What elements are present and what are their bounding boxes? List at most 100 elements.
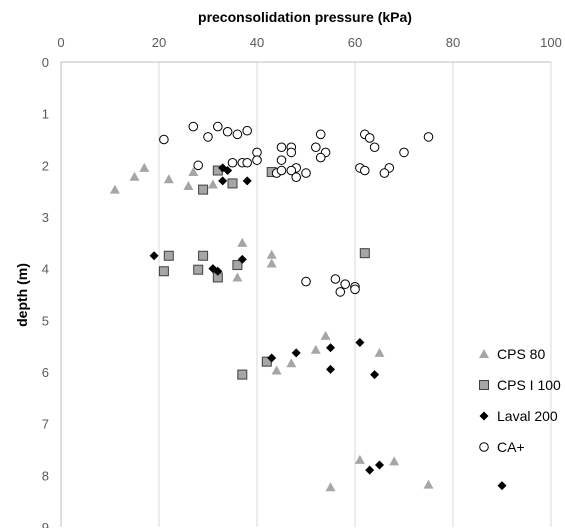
point-cps-80 xyxy=(320,330,331,340)
y-tick-label: 7 xyxy=(42,417,49,432)
point-cps-i-100 xyxy=(232,260,243,271)
point-laval-200 xyxy=(291,348,301,358)
x-tick-label: 60 xyxy=(348,35,362,50)
point-ca xyxy=(188,121,199,132)
point-ca xyxy=(315,129,326,140)
x-tick-labels: 0 20 40 60 80 100 xyxy=(57,35,561,50)
data-points xyxy=(109,121,507,492)
point-ca xyxy=(276,155,287,165)
point-ca xyxy=(276,142,287,153)
legend-marker-ca xyxy=(479,442,489,452)
point-ca xyxy=(335,287,346,297)
point-ca xyxy=(360,165,370,176)
point-laval-200 xyxy=(326,343,335,353)
point-laval-200 xyxy=(237,254,247,264)
y-tick-label: 9 xyxy=(42,520,49,528)
point-laval-200 xyxy=(370,370,380,380)
point-laval-200 xyxy=(355,338,365,348)
point-laval-200 xyxy=(149,251,159,261)
point-ca xyxy=(242,125,252,136)
point-cps-80 xyxy=(183,181,194,190)
x-tick-label: 80 xyxy=(446,35,460,50)
point-cps-80 xyxy=(389,456,400,466)
legend-label-cps-80: CPS 80 xyxy=(497,346,545,362)
point-cps-80 xyxy=(325,482,336,492)
point-cps-80 xyxy=(266,249,277,259)
point-laval-200 xyxy=(218,176,228,186)
point-ca xyxy=(286,147,297,158)
point-ca xyxy=(227,157,238,168)
point-laval-200 xyxy=(213,266,223,276)
point-laval-200 xyxy=(375,460,384,470)
point-cps-80 xyxy=(423,479,434,489)
point-cps-i-100 xyxy=(158,266,169,277)
point-cps-80 xyxy=(129,171,140,181)
x-tick-label: 100 xyxy=(540,35,562,50)
point-laval-200 xyxy=(497,481,507,491)
point-ca xyxy=(364,133,375,143)
point-ca xyxy=(311,142,321,153)
point-ca xyxy=(379,168,390,178)
series-cps-80 xyxy=(109,162,434,492)
point-cps-i-100 xyxy=(227,178,238,189)
point-laval-200 xyxy=(223,166,233,175)
point-cps-80 xyxy=(232,272,243,282)
legend: CPS 80 CPS I 100 Laval 200 CA+ xyxy=(479,346,561,455)
x-tick-label: 40 xyxy=(250,35,264,50)
legend-label-cps-i-100: CPS I 100 xyxy=(497,377,561,393)
point-ca xyxy=(286,165,297,176)
point-laval-200 xyxy=(326,364,335,374)
y-tick-labels: 0 1 2 3 4 5 6 7 8 9 xyxy=(42,55,49,528)
x-axis-title: preconsolidation pressure (kPa) xyxy=(198,9,412,25)
point-ca xyxy=(350,284,360,295)
series-cps-i-100 xyxy=(158,165,370,380)
point-cps-i-100 xyxy=(163,250,174,261)
point-cps-80 xyxy=(266,258,277,268)
point-ca xyxy=(315,152,326,163)
legend-label-laval-200: Laval 200 xyxy=(497,408,558,424)
point-cps-i-100 xyxy=(237,369,248,380)
series-ca xyxy=(159,121,434,297)
point-ca xyxy=(252,155,262,165)
point-ca xyxy=(291,172,302,183)
point-cps-80 xyxy=(237,237,248,247)
point-ca xyxy=(232,129,243,140)
point-cps-i-100 xyxy=(359,248,370,259)
point-ca xyxy=(423,132,434,142)
point-cps-i-100 xyxy=(193,264,204,275)
point-cps-i-100 xyxy=(198,250,209,261)
point-ca xyxy=(340,279,351,289)
point-ca xyxy=(330,274,341,284)
point-cps-80 xyxy=(310,344,321,354)
point-cps-i-100 xyxy=(198,184,209,195)
point-cps-80 xyxy=(163,174,174,184)
legend-marker-laval-200 xyxy=(479,411,489,421)
point-cps-80 xyxy=(207,179,218,189)
legend-label-ca: CA+ xyxy=(497,439,525,455)
legend-marker-cps-i-100 xyxy=(479,380,489,390)
point-ca xyxy=(301,168,311,178)
y-tick-label: 8 xyxy=(42,468,49,483)
point-ca xyxy=(399,147,409,158)
point-cps-80 xyxy=(139,162,150,172)
y-tick-label: 6 xyxy=(42,365,49,380)
point-ca xyxy=(193,160,203,171)
point-cps-80 xyxy=(374,347,385,357)
y-axis-title: depth (m) xyxy=(14,263,30,327)
series-laval-200 xyxy=(149,163,507,491)
y-tick-label: 1 xyxy=(42,107,49,122)
point-laval-200 xyxy=(242,176,252,186)
y-tick-label: 4 xyxy=(42,262,49,277)
point-cps-80 xyxy=(109,184,120,194)
point-cps-80 xyxy=(286,358,297,368)
y-tick-label: 5 xyxy=(42,313,49,328)
y-tick-label: 3 xyxy=(42,210,49,225)
point-laval-200 xyxy=(267,353,277,363)
point-ca xyxy=(276,165,287,176)
point-cps-80 xyxy=(271,365,282,375)
point-ca xyxy=(369,142,380,153)
point-cps-80 xyxy=(354,454,365,464)
x-tick-label: 20 xyxy=(152,35,166,50)
point-ca xyxy=(301,276,311,287)
